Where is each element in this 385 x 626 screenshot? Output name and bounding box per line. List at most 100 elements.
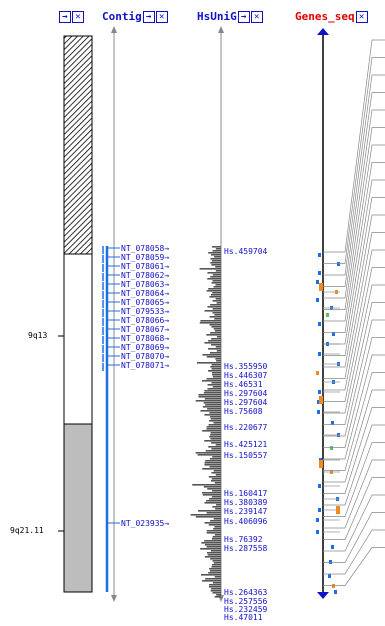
unigene-label[interactable]: Hs.220677 (224, 423, 268, 432)
gene-link-line (323, 477, 385, 540)
histogram-bar (195, 452, 221, 454)
unigene-label[interactable]: Hs.232459 (224, 605, 268, 614)
unigene-label[interactable]: Hs.425121 (224, 440, 268, 449)
unigene-label[interactable]: Hs.297604 (224, 389, 268, 398)
contig-label[interactable]: NT_078068→ (121, 334, 170, 343)
histogram-bar (204, 440, 221, 442)
histogram-bar (210, 432, 221, 434)
unigene-label[interactable]: Hs.150557 (224, 451, 268, 460)
histogram-bar (211, 372, 221, 374)
unigene-label[interactable]: Hs.47011 (224, 613, 263, 622)
contig-label[interactable]: NT_078058→ (121, 244, 170, 253)
unigene-label[interactable]: Hs.264363 (224, 588, 268, 597)
histogram-bar (212, 280, 221, 282)
gene-feature (332, 332, 335, 336)
chromosome-ideogram[interactable] (58, 35, 93, 593)
histogram-bar (213, 422, 221, 424)
arrow-right-icon[interactable]: → (59, 11, 71, 23)
gene-feature (319, 283, 323, 291)
genes-title[interactable]: Genes_seq (295, 10, 355, 23)
gene-link-line (323, 547, 385, 586)
contig-label[interactable]: NT_078059→ (121, 253, 170, 262)
close-icon[interactable]: ✕ (250, 11, 263, 23)
gene-feature (318, 271, 321, 275)
histogram-bar (200, 548, 221, 550)
histogram-bar (207, 272, 221, 274)
gene-link-line (323, 459, 385, 529)
close-icon[interactable]: ✕ (72, 11, 84, 23)
unigene-label[interactable]: Hs.46531 (224, 380, 263, 389)
unigene-label[interactable]: Hs.160417 (224, 489, 268, 498)
unigene-label[interactable]: Hs.75608 (224, 407, 263, 416)
histogram-bar (212, 592, 221, 594)
contig-label[interactable]: NT_078065→ (121, 298, 170, 307)
histogram-bar (213, 286, 221, 288)
close-icon[interactable]: ✕ (355, 11, 368, 23)
contig-label[interactable]: NT_078062→ (121, 271, 170, 280)
contig-label[interactable]: NT_078063→ (121, 280, 170, 289)
unigene-label[interactable]: Hs.297604 (224, 398, 268, 407)
histogram-bar (213, 528, 221, 530)
histogram-bar (204, 544, 221, 546)
histogram-bar (211, 254, 221, 256)
histogram-bar (208, 524, 221, 526)
histogram-bar (206, 552, 221, 554)
contig-label[interactable]: NT_078066→ (121, 316, 170, 325)
histogram-bar (209, 412, 221, 414)
gene-feature (336, 506, 340, 514)
contig-label[interactable]: NT_078067→ (121, 325, 170, 334)
histogram-bar (201, 380, 221, 382)
gene-features[interactable] (316, 253, 340, 594)
hsunig-title[interactable]: HsUniG (197, 10, 237, 23)
arrow-right-icon[interactable]: → (237, 11, 250, 23)
histogram-bar (202, 354, 221, 356)
histogram-bar (204, 502, 221, 504)
histogram-bar (209, 316, 221, 318)
histogram-bar (215, 508, 221, 510)
histogram-bar (216, 360, 221, 362)
gene-link-line (323, 319, 385, 437)
contig-label[interactable]: NT_078070→ (121, 352, 170, 361)
gene-feature (318, 484, 321, 488)
unigene-label[interactable]: Hs.287558 (224, 544, 268, 553)
contig-bars[interactable] (102, 246, 120, 592)
histogram-bar (215, 298, 221, 300)
contig-title[interactable]: Contig (102, 10, 142, 23)
contig-label[interactable]: NT_078064→ (121, 289, 170, 298)
histogram-bar (206, 546, 221, 548)
histogram-bar (214, 256, 221, 258)
histogram-bar (211, 344, 221, 346)
contig-label[interactable]: NT_079533→ (121, 307, 170, 316)
histogram-bar (209, 570, 221, 572)
contig-label[interactable]: NT_078069→ (121, 343, 170, 352)
arrow-right-icon[interactable]: → (142, 11, 155, 23)
close-icon[interactable]: ✕ (155, 11, 168, 23)
histogram-bar (212, 456, 221, 458)
histogram-bar (210, 520, 221, 522)
histogram-bar (202, 494, 221, 496)
histogram-bar (206, 378, 221, 380)
unigene-label[interactable]: Hs.355950 (224, 362, 268, 371)
histogram-bar (207, 306, 221, 308)
histogram-bar (214, 534, 221, 536)
unigene-label[interactable]: Hs.76392 (224, 535, 263, 544)
unigene-label[interactable]: Hs.459704 (224, 247, 268, 256)
unigene-label[interactable]: Hs.406096 (224, 517, 268, 526)
histogram-bar (199, 268, 221, 270)
unigene-label[interactable]: Hs.239147 (224, 507, 268, 516)
histogram-bar (210, 480, 221, 482)
histogram-bar (203, 402, 221, 404)
histogram-bar (211, 382, 221, 384)
contig-label[interactable]: NT_023935→ (121, 519, 170, 528)
histogram-bar (214, 330, 221, 332)
histogram-bar (197, 454, 221, 456)
gene-link-line (323, 284, 385, 414)
contig-label[interactable]: NT_078061→ (121, 262, 170, 271)
unigene-label[interactable]: Hs.446307 (224, 371, 268, 380)
unigene-label[interactable]: Hs.380389 (224, 498, 268, 507)
histogram-bar (210, 434, 221, 436)
histogram-bar (199, 322, 221, 324)
histogram-bar (209, 458, 221, 460)
unigene-label[interactable]: Hs.257556 (224, 597, 268, 606)
contig-label[interactable]: NT_078071→ (121, 361, 170, 370)
